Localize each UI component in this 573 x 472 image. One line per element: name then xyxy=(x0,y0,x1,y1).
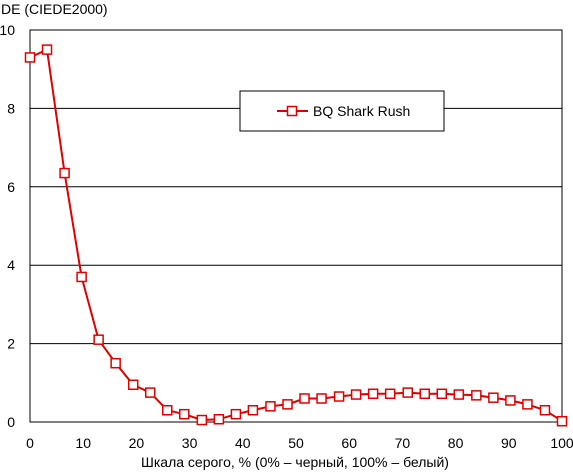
y-tick-6: 6 xyxy=(7,179,15,195)
plot-area-frame xyxy=(29,29,563,423)
data-point-6 xyxy=(127,379,139,391)
y-tick-10: 10 xyxy=(0,22,15,38)
data-point-28 xyxy=(505,395,516,406)
x-tick-20: 20 xyxy=(129,435,145,451)
data-point-12 xyxy=(230,408,242,420)
x-tick-10: 10 xyxy=(75,435,91,451)
data-point-8 xyxy=(162,404,173,416)
series-layer xyxy=(24,44,568,427)
data-point-14 xyxy=(265,401,276,412)
data-point-25 xyxy=(453,389,465,400)
y-tick-8: 8 xyxy=(7,100,15,116)
x-tick-100: 100 xyxy=(550,435,573,451)
legend-marker-swatch xyxy=(286,105,298,117)
data-point-24 xyxy=(436,388,448,400)
x-tick-0: 0 xyxy=(26,435,34,451)
data-point-31 xyxy=(556,415,568,427)
legend-label: BQ Shark Rush xyxy=(313,103,410,119)
x-tick-50: 50 xyxy=(288,435,304,451)
data-point-23 xyxy=(419,388,430,400)
data-point-7 xyxy=(144,387,156,398)
data-point-30 xyxy=(539,404,551,416)
y-tick-2: 2 xyxy=(7,336,15,352)
x-tick-60: 60 xyxy=(341,435,357,451)
data-point-9 xyxy=(179,408,190,420)
data-point-0 xyxy=(24,52,36,63)
x-tick-30: 30 xyxy=(182,435,198,451)
data-point-1 xyxy=(41,44,53,55)
x-tick-40: 40 xyxy=(235,435,251,451)
data-point-11 xyxy=(213,414,225,425)
data-point-29 xyxy=(522,399,533,410)
data-point-15 xyxy=(282,399,293,410)
data-point-21 xyxy=(384,388,396,400)
y-tick-0: 0 xyxy=(7,414,15,430)
data-point-22 xyxy=(402,387,413,398)
x-tick-90: 90 xyxy=(501,435,517,451)
x-tick-labels: 0 10 20 30 40 50 60 70 80 90 100 xyxy=(26,435,573,451)
data-point-13 xyxy=(247,404,259,416)
y-tick-labels: 0 2 4 6 8 10 xyxy=(0,22,15,430)
data-point-19 xyxy=(350,389,362,400)
legend: BQ Shark Rush xyxy=(239,90,445,132)
x-tick-70: 70 xyxy=(395,435,411,451)
data-point-5 xyxy=(110,357,121,369)
y-tick-4: 4 xyxy=(7,257,15,273)
data-point-3 xyxy=(76,271,87,283)
x-axis-title: Шкала серого, % (0% – черный, 100% – бел… xyxy=(141,454,449,470)
data-point-16 xyxy=(299,393,310,404)
data-point-20 xyxy=(367,388,379,400)
data-point-26 xyxy=(471,390,482,401)
x-tick-80: 80 xyxy=(448,435,464,451)
gridlines xyxy=(30,107,562,345)
data-point-27 xyxy=(488,392,499,403)
legend-box xyxy=(239,90,445,132)
data-point-10 xyxy=(196,414,208,426)
data-point-2 xyxy=(59,167,70,179)
y-axis-title: DE (CIEDE2000) xyxy=(1,1,108,17)
data-point-4 xyxy=(93,334,104,345)
data-point-17 xyxy=(316,393,327,404)
data-point-18 xyxy=(333,391,345,402)
